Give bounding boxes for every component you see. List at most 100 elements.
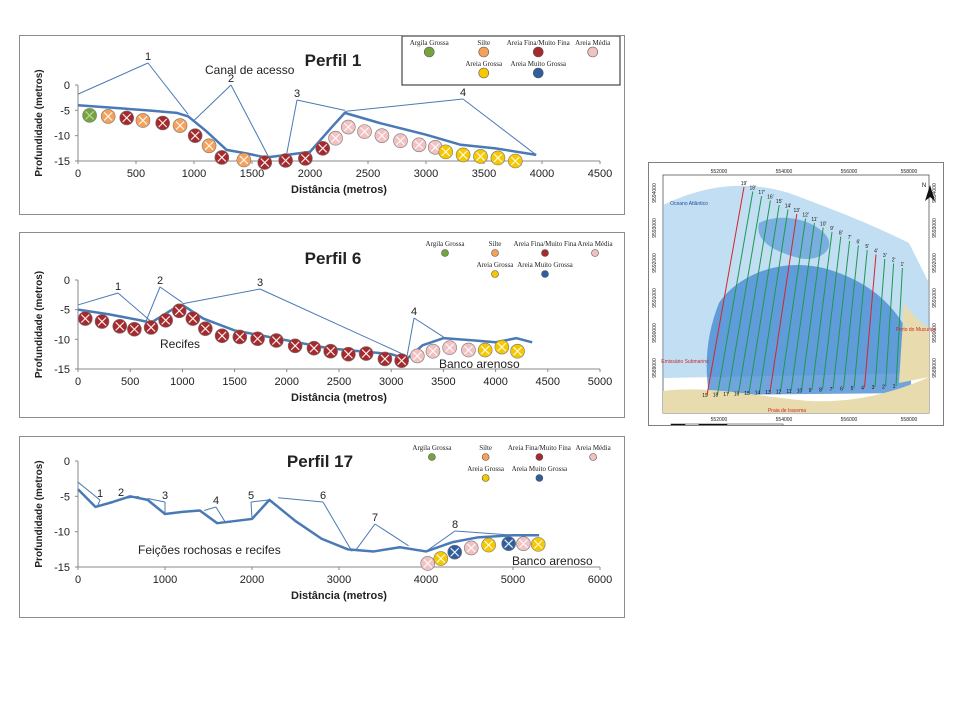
sample-marker-areia_fina: [112, 318, 128, 334]
deep-water: [706, 264, 911, 395]
sample-cross: [343, 349, 353, 359]
legend-marker-silte: [478, 46, 490, 58]
map-y-tick-label: 9590000: [652, 323, 658, 343]
x-axis-label: Distância (metros): [291, 184, 387, 196]
callout-label: 4: [411, 306, 417, 318]
chart-panel-perfil-6: 0 -5 -10 -15 0 500 1000 1500 2000 2500 3000 3500 400…: [19, 232, 625, 418]
map-profile-label-bottom: 7: [830, 387, 833, 393]
callout-label: 4: [460, 87, 466, 99]
sample-cross: [396, 136, 405, 146]
sample-marker-areia_media: [340, 119, 356, 135]
callout-label: 2: [157, 275, 163, 287]
map-y-tick-label-right: 9591000: [932, 288, 938, 308]
callout-1: 1: [77, 281, 152, 322]
map-profile-line: [769, 213, 798, 393]
legend-marker-argila_grossa: [441, 249, 449, 257]
callout-line: [425, 530, 456, 552]
callout-2: 2: [145, 275, 183, 322]
location-map: 552000 554000 556000 558000 552000 554000 5560…: [648, 162, 944, 426]
sample-cross: [497, 342, 507, 352]
legend-label-argila_grossa: Argila Grossa: [410, 39, 450, 47]
map-profile-label-bottom: 12: [776, 390, 782, 396]
sample-marker-areia_fina: [119, 110, 135, 126]
map-profile-label-top: 16': [767, 195, 774, 201]
legend-label-areia_fina: Areia Fina/Muito Fina: [514, 240, 578, 248]
y-tick-label: -5: [60, 305, 70, 317]
sample-marker-areia_grossa: [455, 147, 471, 163]
map-profile-label-top: 9': [830, 226, 834, 232]
legend-marker-areia_media: [591, 249, 599, 257]
map-profile-line: [727, 195, 763, 395]
sample-marker-areia_fina: [306, 340, 322, 356]
sample-marker-silte: [201, 138, 217, 154]
sample-cross: [377, 131, 387, 141]
sample-cross: [80, 314, 90, 323]
sample-marker-areia_fina: [341, 346, 356, 362]
sample-marker-areia_grossa: [481, 537, 496, 553]
sample-marker-areia_grossa: [530, 537, 546, 552]
sample-cross: [138, 116, 148, 125]
sample-marker-areia_grossa: [473, 149, 488, 164]
sample-marker-areia_grossa: [494, 339, 510, 355]
legend-label-areia_fina: Areia Fina/Muito Fina: [508, 444, 572, 452]
chart-panel-perfil-1: 0 -5 -10 -15 0 500 1000 1500 2000 2500 3000 3500 400…: [19, 35, 625, 215]
map-profile-label-bottom: 14: [755, 391, 761, 397]
map-profile-line: [748, 204, 780, 394]
map-y-tick-label: 9592000: [652, 253, 658, 273]
sample-marker-silte: [100, 109, 116, 124]
legend-label-argila_grossa: Argila Grossa: [426, 240, 466, 248]
x-tick-label: 1000: [170, 376, 194, 388]
x-axis-label: Distância (metros): [291, 590, 387, 602]
map-ocean-label: Oceano Atlântico: [670, 201, 708, 207]
sample-marker-areia_fina: [232, 329, 248, 345]
map-profile-line: [885, 263, 895, 387]
map-profile-label-bottom: 3: [872, 385, 875, 391]
map-profile-label-top: 14': [785, 204, 792, 210]
sample-marker-silte: [172, 118, 188, 133]
x-tick-label: 4000: [483, 376, 507, 388]
sample-marker-areia_fina: [323, 343, 338, 359]
scale-segment: [684, 423, 700, 425]
scale-segment: [698, 423, 728, 425]
callout-line: [182, 288, 261, 305]
scale-bar: 00,3750,751,5 Km: [670, 423, 784, 425]
map-profile-label-bottom: 17: [723, 392, 729, 398]
sample-cross: [361, 349, 371, 358]
x-tick-label: 2000: [275, 376, 299, 388]
sample-cross: [281, 156, 291, 165]
map-profile-line: [843, 245, 859, 389]
legend-label-areia_media: Areia Média: [577, 240, 613, 248]
sample-marker-areia_fina: [257, 155, 273, 170]
map-profile-label-top: 6': [857, 240, 861, 246]
x-tick-label: 4500: [588, 168, 612, 180]
callout-line: [355, 523, 376, 550]
x-tick-label: 5000: [501, 574, 525, 586]
sample-marker-areia_media: [409, 348, 425, 364]
x-tick-label: 0: [75, 168, 81, 180]
legend-label-areia_muito_grossa: Areia Muito Grossa: [510, 60, 566, 68]
legend-marker-areia_grossa: [478, 67, 490, 79]
x-tick-label: 1000: [182, 168, 206, 180]
sample-marker-areia_fina: [214, 328, 230, 344]
sample-cross: [260, 158, 270, 167]
callout-label: 1: [97, 488, 103, 500]
callout-label: 3: [294, 88, 300, 100]
sample-cross: [161, 315, 171, 325]
sample-marker-areia_fina: [214, 150, 230, 165]
sample-cross: [513, 346, 522, 356]
map-profile-line: [717, 191, 754, 395]
callout-label: 4: [213, 495, 219, 507]
sample-marker-areia_fina: [377, 351, 393, 367]
sample-cross: [85, 110, 95, 120]
callout-label: 2: [118, 487, 124, 499]
map-profile-label-top: 1': [901, 262, 905, 268]
sample-marker-areia_muito_grossa: [501, 536, 516, 551]
sample-cross: [510, 156, 520, 166]
x-tick-label: 6000: [588, 574, 612, 586]
map-y-tick-label: 9593000: [652, 218, 658, 238]
sample-cross: [318, 143, 328, 153]
callout-line: [250, 501, 253, 519]
legend: Argila Grossa Silte Areia Fina/Muito Fina A…: [412, 444, 612, 482]
sample-marker-areia_fina: [78, 311, 93, 326]
map-canvas: 552000 554000 556000 558000 552000 554000 5560…: [652, 169, 938, 425]
